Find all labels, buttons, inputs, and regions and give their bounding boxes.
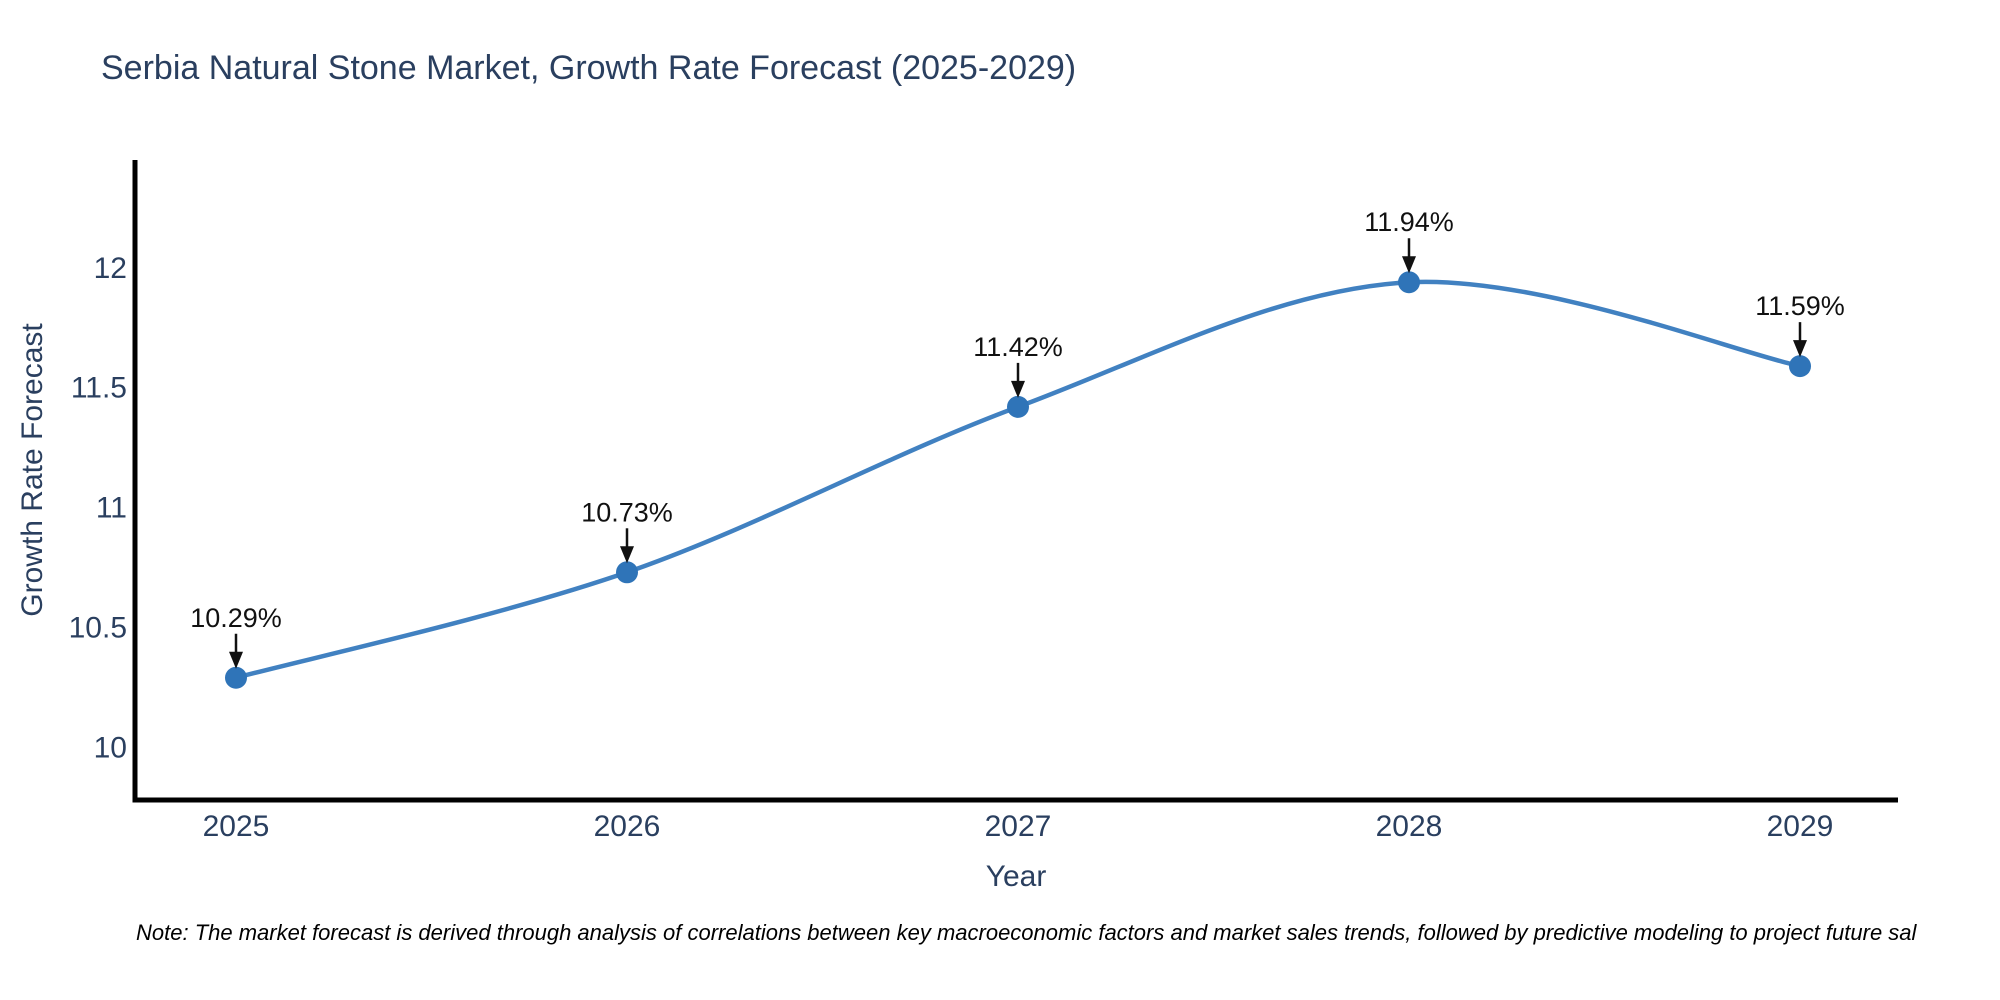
x-tick-label: 2025 xyxy=(203,810,270,843)
annotation-arrow-head xyxy=(229,651,243,669)
y-tick-label: 10.5 xyxy=(69,611,127,644)
y-tick-label: 11 xyxy=(96,492,127,525)
x-tick-label: 2028 xyxy=(1376,810,1443,843)
y-tick-label: 10 xyxy=(94,731,127,764)
x-tick-label: 2027 xyxy=(985,810,1052,843)
annotation-arrow-head xyxy=(620,546,634,564)
annotation-arrow-head xyxy=(1793,340,1807,358)
annotation-label: 10.29% xyxy=(190,603,282,633)
chart-note: Note: The market forecast is derived thr… xyxy=(136,920,1917,945)
annotation-label: 10.73% xyxy=(581,497,673,527)
annotation-label: 11.59% xyxy=(1755,291,1845,321)
x-axis-title: Year xyxy=(985,860,1047,893)
y-tick-label: 12 xyxy=(94,252,127,285)
annotation-label: 11.42% xyxy=(973,332,1063,362)
data-point-marker xyxy=(616,561,638,584)
data-point-marker xyxy=(1789,355,1811,378)
data-point-marker xyxy=(225,666,247,689)
chart-title: Serbia Natural Stone Market, Growth Rate… xyxy=(101,49,1077,87)
y-tick-label: 11.5 xyxy=(71,372,127,405)
data-point-marker xyxy=(1398,271,1420,294)
axis-spines xyxy=(132,160,1898,803)
annotation-label: 11.94% xyxy=(1364,207,1454,237)
data-point-marker xyxy=(1007,395,1029,418)
annotation-arrow-head xyxy=(1011,380,1025,398)
annotation-arrow-head xyxy=(1402,256,1416,274)
x-tick-label: 2026 xyxy=(594,810,661,843)
x-tick-label: 2029 xyxy=(1767,810,1834,843)
